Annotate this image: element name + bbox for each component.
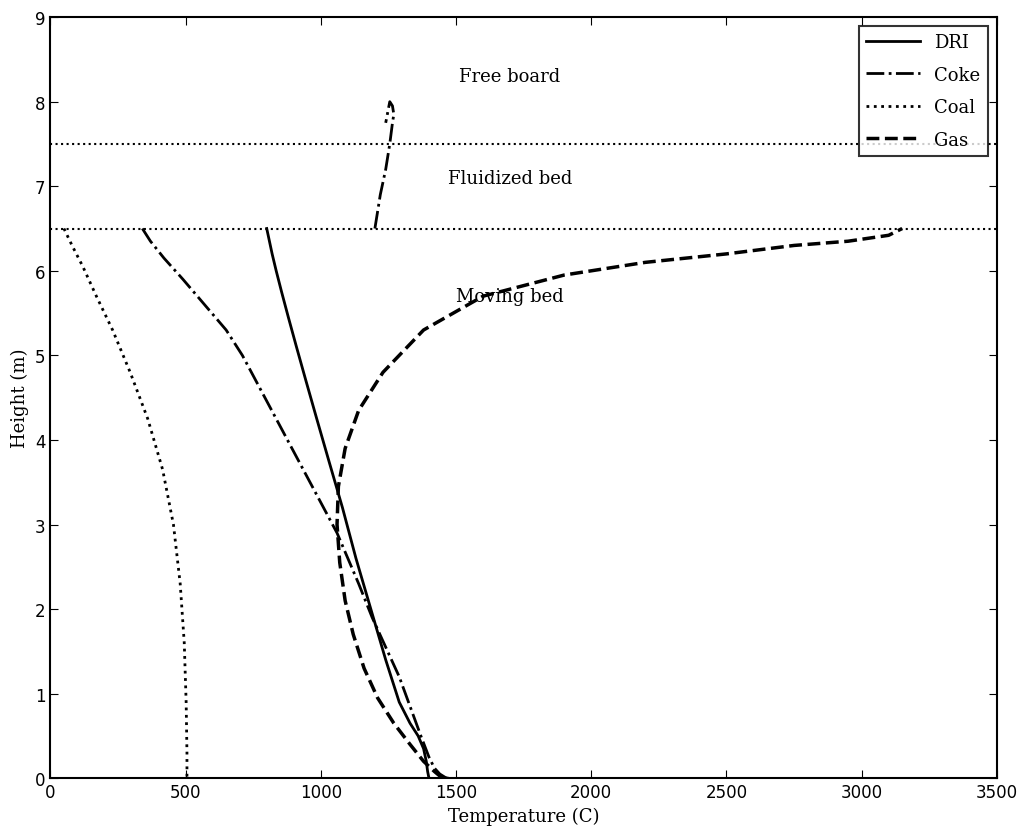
Coke bbox=[157, 254, 170, 264]
Legend: DRI, Coke, Coal, Gas: DRI, Coke, Coal, Gas bbox=[858, 27, 988, 156]
Gas bbox=[358, 664, 370, 674]
Coke bbox=[317, 503, 329, 513]
Line: Coke: Coke bbox=[142, 229, 450, 778]
Gas bbox=[896, 224, 909, 234]
Coke bbox=[237, 351, 249, 361]
Coke bbox=[366, 613, 379, 623]
Gas bbox=[842, 237, 854, 247]
X-axis label: Temperature (C): Temperature (C) bbox=[448, 807, 599, 825]
Coke bbox=[220, 325, 233, 335]
Coal bbox=[181, 748, 193, 758]
Gas bbox=[331, 520, 344, 530]
Gas bbox=[436, 773, 449, 783]
Coke bbox=[428, 763, 440, 773]
Coal bbox=[66, 241, 78, 251]
Y-axis label: Height (m): Height (m) bbox=[11, 349, 30, 448]
Coke bbox=[443, 773, 456, 783]
Gas bbox=[883, 231, 895, 241]
Text: Fluidized bed: Fluidized bed bbox=[448, 170, 572, 187]
Coke bbox=[415, 731, 427, 741]
Coke bbox=[423, 752, 435, 762]
DRI bbox=[364, 604, 377, 614]
Coal bbox=[125, 368, 137, 378]
DRI bbox=[263, 237, 276, 247]
DRI bbox=[270, 267, 282, 277]
DRI bbox=[323, 456, 335, 466]
Coke bbox=[393, 672, 405, 682]
Coke bbox=[443, 773, 456, 783]
Gas bbox=[339, 596, 351, 606]
Coke bbox=[380, 642, 392, 652]
Gas bbox=[788, 241, 801, 251]
Gas bbox=[333, 558, 346, 568]
Coke bbox=[199, 300, 211, 310]
DRI bbox=[299, 376, 312, 386]
Coke bbox=[304, 477, 316, 487]
Gas bbox=[720, 250, 733, 260]
Gas bbox=[332, 482, 345, 492]
DRI bbox=[423, 773, 435, 783]
DRI bbox=[420, 757, 432, 767]
Coal bbox=[142, 415, 154, 425]
Coal bbox=[180, 697, 192, 707]
Coke bbox=[433, 769, 446, 779]
Coke bbox=[177, 275, 189, 285]
Gas bbox=[339, 444, 351, 454]
Coal bbox=[168, 520, 180, 530]
DRI bbox=[336, 503, 349, 513]
Coal bbox=[58, 224, 70, 234]
DRI bbox=[311, 415, 323, 425]
Gas bbox=[377, 368, 389, 378]
Gas bbox=[353, 405, 365, 415]
Gas bbox=[388, 718, 400, 728]
Gas bbox=[371, 693, 384, 703]
Coke bbox=[290, 452, 303, 462]
Coke bbox=[331, 528, 344, 538]
Text: Moving bed: Moving bed bbox=[456, 288, 564, 306]
DRI bbox=[276, 288, 288, 298]
DRI bbox=[290, 343, 303, 353]
Gas bbox=[558, 271, 570, 281]
Coal bbox=[91, 292, 103, 302]
Gas bbox=[476, 292, 489, 302]
Coal bbox=[156, 465, 169, 475]
Coke bbox=[144, 237, 156, 247]
DRI bbox=[403, 718, 416, 728]
Gas bbox=[418, 757, 430, 767]
DRI bbox=[412, 731, 424, 741]
DRI bbox=[282, 313, 294, 323]
Gas bbox=[403, 740, 416, 750]
Line: Gas: Gas bbox=[338, 229, 902, 778]
DRI bbox=[422, 767, 434, 777]
DRI bbox=[265, 250, 278, 260]
Coke bbox=[263, 401, 276, 411]
DRI bbox=[418, 744, 430, 754]
DRI bbox=[380, 655, 392, 665]
DRI bbox=[350, 553, 362, 563]
Coal bbox=[178, 638, 190, 648]
Coal bbox=[181, 773, 193, 783]
Coke bbox=[250, 376, 262, 386]
Line: Coal: Coal bbox=[64, 229, 187, 778]
Coke bbox=[439, 772, 452, 782]
Coke bbox=[136, 224, 148, 234]
Coal bbox=[77, 263, 90, 273]
Coal bbox=[174, 579, 186, 589]
Gas bbox=[347, 630, 359, 640]
Line: DRI: DRI bbox=[267, 229, 429, 778]
Coke bbox=[342, 553, 354, 563]
DRI bbox=[260, 224, 273, 234]
Coke bbox=[403, 701, 416, 711]
DRI bbox=[393, 697, 405, 707]
Coke bbox=[353, 579, 365, 589]
Coal bbox=[106, 325, 118, 335]
Gas bbox=[428, 767, 440, 777]
Coke bbox=[441, 773, 454, 783]
Coke bbox=[277, 427, 289, 437]
Text: Free board: Free board bbox=[460, 69, 561, 86]
Gas bbox=[418, 325, 430, 335]
Gas bbox=[639, 258, 651, 268]
